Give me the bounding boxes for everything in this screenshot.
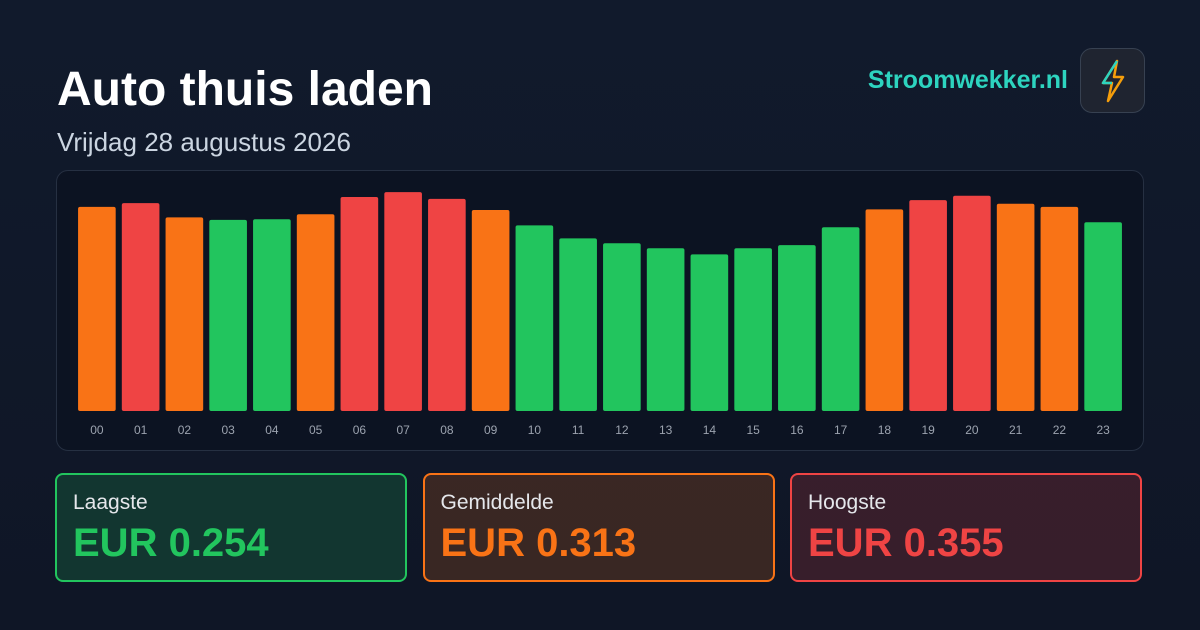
logo [1080,48,1145,113]
stat-value: EUR 0.355 [808,521,1004,565]
stat-label: Gemiddelde [440,491,554,514]
subtitle: Vrijdag 28 augustus 2026 [57,127,351,157]
x-tick-label: 12 [615,423,629,437]
stat-value: EUR 0.313 [440,521,637,565]
stat-card: Laagste EUR 0.254 [55,473,407,582]
bar [865,209,904,411]
bar [296,214,335,411]
bar [559,238,597,411]
x-tick-label: 06 [353,423,367,437]
x-tick-label: 21 [1009,423,1023,437]
x-tick-label: 02 [178,423,192,437]
stat-label: Laagste [73,491,148,514]
bar [734,248,772,411]
bar [78,206,116,411]
bar [821,227,860,411]
x-tick-label: 10 [528,423,542,437]
x-tick-label: 19 [921,423,935,437]
stat-card: Gemiddelde EUR 0.313 [422,473,775,582]
bar [953,195,991,411]
x-tick-label: 16 [790,423,804,437]
bar [121,203,160,411]
x-tick-label: 20 [965,423,979,437]
x-tick-label: 01 [134,423,148,437]
x-tick-label: 05 [309,423,323,437]
x-tick-label: 11 [572,423,585,437]
x-tick-label: 23 [1096,423,1110,437]
x-tick-label: 14 [703,423,717,437]
x-tick-label: 17 [834,423,848,437]
bar [690,254,729,411]
stat-label: Hoogste [808,491,887,514]
x-tick-label: 15 [746,423,760,437]
bar [996,203,1035,411]
x-tick-label: 18 [878,423,892,437]
bar [428,198,466,411]
bar [603,243,641,411]
stat-value: EUR 0.254 [73,521,269,565]
bar [909,200,947,411]
x-tick-label: 00 [90,423,104,437]
bar [778,245,816,411]
bar [1084,222,1122,411]
x-tick-label: 04 [265,423,279,437]
x-tick-label: 07 [396,423,410,437]
bar [253,219,291,411]
bar [471,209,510,411]
bar [165,217,204,411]
x-tick-label: 08 [440,423,454,437]
bar [209,219,247,411]
bar [1040,206,1079,411]
bar [646,248,685,411]
title: Auto thuis laden [57,63,433,116]
x-tick-label: 13 [659,423,673,437]
stat-card: Hoogste EUR 0.355 [790,473,1142,582]
bar [340,197,379,411]
x-tick-label: 09 [484,423,498,437]
logo-icon [1101,59,1125,103]
x-tick-label: 22 [1053,423,1067,437]
bar [384,192,422,411]
x-tick-label: 03 [221,423,235,437]
brand: Stroomwekker.nl [867,66,1068,94]
bar [515,225,554,411]
